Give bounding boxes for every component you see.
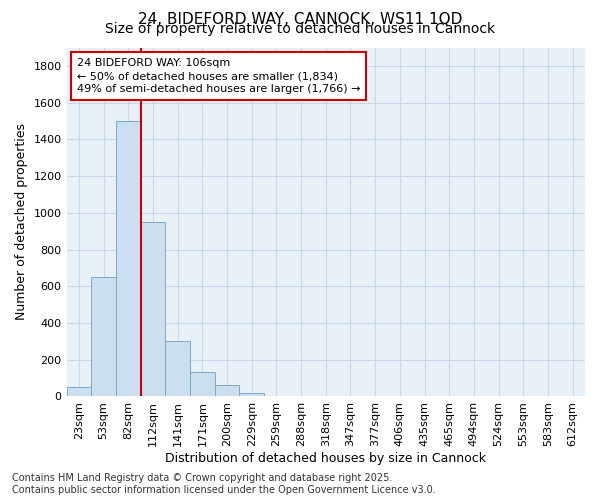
X-axis label: Distribution of detached houses by size in Cannock: Distribution of detached houses by size … bbox=[165, 452, 486, 465]
Y-axis label: Number of detached properties: Number of detached properties bbox=[15, 124, 28, 320]
Bar bbox=[91, 277, 116, 396]
Bar bbox=[239, 393, 264, 396]
Bar bbox=[67, 388, 91, 396]
Bar bbox=[190, 372, 215, 396]
Bar bbox=[165, 342, 190, 396]
Bar bbox=[116, 121, 140, 396]
Text: Size of property relative to detached houses in Cannock: Size of property relative to detached ho… bbox=[105, 22, 495, 36]
Text: Contains HM Land Registry data © Crown copyright and database right 2025.
Contai: Contains HM Land Registry data © Crown c… bbox=[12, 474, 436, 495]
Bar bbox=[140, 222, 165, 396]
Text: 24, BIDEFORD WAY, CANNOCK, WS11 1QD: 24, BIDEFORD WAY, CANNOCK, WS11 1QD bbox=[138, 12, 462, 28]
Bar bbox=[215, 384, 239, 396]
Text: 24 BIDEFORD WAY: 106sqm
← 50% of detached houses are smaller (1,834)
49% of semi: 24 BIDEFORD WAY: 106sqm ← 50% of detache… bbox=[77, 58, 361, 94]
